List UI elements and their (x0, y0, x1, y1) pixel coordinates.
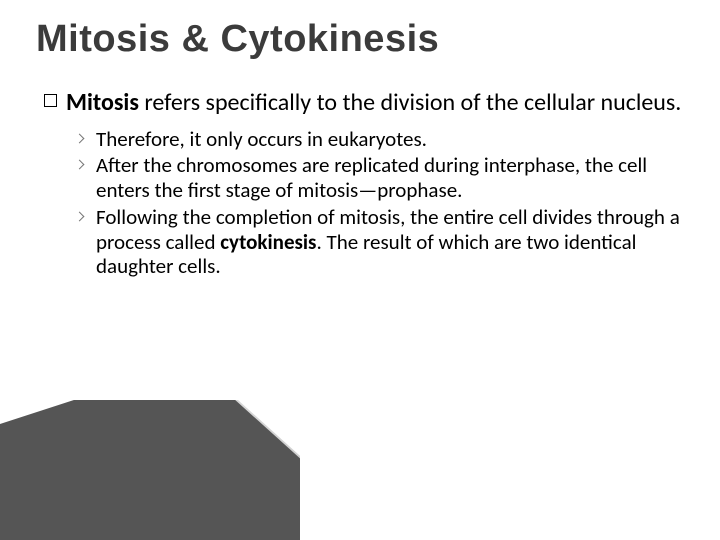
main-bullet: Mitosis refers specifically to the divis… (44, 89, 684, 117)
sub-bullet: After the chromosomes are replicated dur… (76, 153, 684, 203)
sweep-light-shape (0, 400, 300, 540)
sweep-dark-shape (0, 400, 300, 540)
main-bullet-lead: Mitosis (66, 88, 139, 117)
chevron-icon (75, 160, 85, 170)
sub-bullet-text: Therefore, it only occurs in eukaryotes. (96, 126, 427, 152)
sub-bullet: Therefore, it only occurs in eukaryotes. (76, 127, 684, 152)
decorative-corner (0, 400, 300, 540)
square-bullet-icon (44, 94, 57, 107)
slide-title: Mitosis & Cytokinesis (36, 18, 684, 61)
sub-bullet-text-bold: cytokinesis (220, 229, 316, 255)
chevron-icon (75, 211, 85, 221)
sub-bullet: Following the completion of mitosis, the… (76, 205, 684, 279)
sub-bullet-list: Therefore, it only occurs in eukaryotes.… (76, 127, 684, 280)
sub-bullet-text: After the chromosomes are replicated dur… (96, 152, 647, 203)
main-bullet-text: refers specifically to the division of t… (139, 88, 681, 117)
chevron-icon (75, 133, 85, 143)
slide: Mitosis & Cytokinesis Mitosis refers spe… (0, 0, 720, 540)
